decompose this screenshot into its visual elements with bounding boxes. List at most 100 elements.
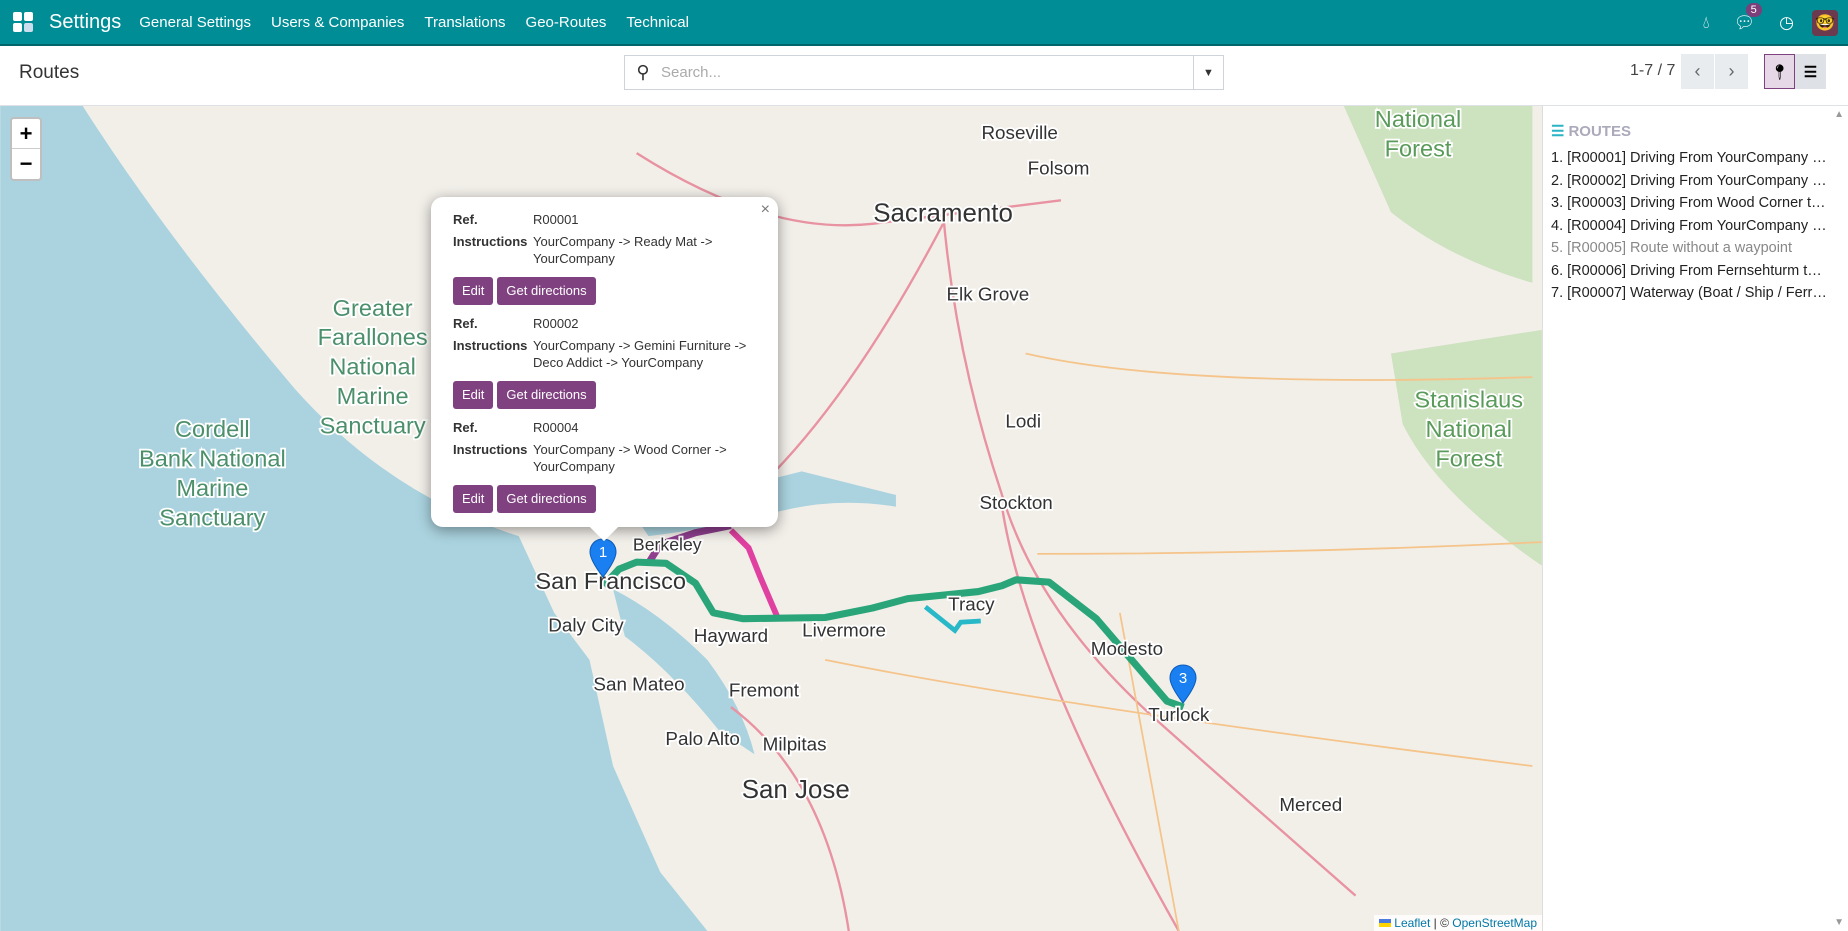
menu-users-companies[interactable]: Users & Companies — [271, 13, 405, 31]
map-label: San Jose — [742, 776, 850, 804]
map-label: Elk Grove — [946, 283, 1029, 304]
edit-button[interactable]: Edit — [453, 277, 494, 305]
pager-next-button[interactable]: › — [1715, 54, 1748, 89]
map-view-button[interactable]: 📍︎ — [1764, 54, 1795, 89]
list-view-button[interactable]: ☰ — [1795, 54, 1826, 89]
scroll-down-arrow[interactable]: ▼ — [1834, 917, 1844, 928]
get-directions-button[interactable]: Get directions — [497, 485, 596, 513]
map[interactable]: National Forest Roseville Folsom Sacramento E… — [0, 106, 1542, 931]
marker-label: 3 — [1179, 670, 1187, 687]
map-label: Palo Alto — [665, 728, 739, 749]
routes-sidebar: ▲ ☰ ROUTES 1. [R00001] Driving From YourC… — [1542, 106, 1848, 931]
map-labels: National Forest Roseville Folsom Sacramento E… — [137, 106, 1525, 817]
map-label: Forest — [1435, 446, 1502, 472]
chat-icon[interactable]: 💬︎ 5 — [1734, 3, 1762, 33]
route-line-pink — [728, 528, 781, 620]
zoom-out-button[interactable]: − — [19, 151, 33, 176]
map-label: Livermore — [802, 619, 886, 640]
route-list-item[interactable]: 1. [R00001] Driving From YourCompany … — [1551, 150, 1827, 166]
instructions-label: Instructions — [453, 338, 528, 353]
clock-icon[interactable]: ◷ — [1779, 13, 1794, 32]
map-label: Roseville — [981, 122, 1057, 143]
map-label: Sanctuary — [320, 413, 426, 439]
route-list-item[interactable]: 4. [R00004] Driving From YourCompany … — [1551, 217, 1827, 234]
avatar[interactable]: 🤓 — [1812, 10, 1838, 36]
map-label: Turlock — [1148, 704, 1210, 725]
map-label: Merced — [1279, 794, 1342, 815]
ukraine-flag-icon — [1379, 919, 1392, 927]
map-label: Stanislaus — [1414, 387, 1523, 413]
edit-button[interactable]: Edit — [453, 485, 494, 513]
route-list-item[interactable]: 7. [R00007] Waterway (Boat / Ship / Ferr… — [1551, 285, 1827, 301]
marker-label: 1 — [599, 544, 607, 561]
search-input[interactable] — [661, 64, 1193, 81]
map-marker-1[interactable]: 1 — [589, 538, 617, 578]
map-label: San Mateo — [593, 674, 684, 695]
leaflet-link[interactable]: Leaflet — [1394, 916, 1431, 930]
ref-value: R00002 — [533, 316, 579, 331]
get-directions-button[interactable]: Get directions — [497, 277, 596, 305]
menu-translations[interactable]: Translations — [424, 13, 506, 31]
map-label: Bank National — [139, 446, 286, 472]
pager-value[interactable]: 1-7 / 7 — [1630, 62, 1676, 79]
ref-value: R00001 — [533, 212, 579, 227]
drop-icon[interactable]: 💧︎ — [1702, 13, 1710, 32]
route-list-item[interactable]: 6. [R00006] Driving From Fernsehturm t… — [1551, 262, 1822, 279]
map-label: San Francisco — [535, 568, 686, 594]
zoom-in-button[interactable]: + — [12, 119, 40, 149]
ocean — [0, 106, 708, 931]
ref-label: Ref. — [453, 316, 478, 331]
top-navbar: Settings General Settings Users & Compan… — [0, 0, 1848, 46]
map-label: National — [329, 354, 415, 380]
popup-record: Ref. R00001 Instructions YourCompany -> Re… — [453, 211, 756, 305]
map-marker-3[interactable]: 3 — [1169, 664, 1197, 704]
instructions-value: YourCompany -> Ready Mat -> YourCompany — [533, 234, 713, 266]
app-title[interactable]: Settings — [49, 10, 122, 33]
map-label: Fremont — [729, 679, 800, 700]
edit-button[interactable]: Edit — [453, 381, 494, 409]
forest-area — [1343, 106, 1542, 566]
map-label: Forest — [1385, 136, 1452, 162]
map-label: Cordell — [175, 416, 250, 442]
map-label: Milpitas — [763, 734, 827, 755]
get-directions-button[interactable]: Get directions — [497, 381, 596, 409]
instructions-value: YourCompany -> Wood Corner -> YourCompan… — [533, 442, 727, 474]
map-label: Hayward — [694, 625, 768, 646]
route-list-item[interactable]: 2. [R00002] Driving From YourCompany … — [1551, 172, 1827, 189]
route-list-item[interactable]: 3. [R00003] Driving From Wood Corner t… — [1551, 195, 1826, 211]
menu-general-settings[interactable]: General Settings — [139, 13, 251, 31]
map-label: Sacramento — [873, 200, 1013, 228]
map-label: Folsom — [1028, 157, 1090, 178]
search-options-toggle[interactable]: ▼ — [1193, 56, 1223, 89]
map-label: Tracy — [948, 593, 995, 614]
pager-previous-button[interactable]: ‹ — [1681, 54, 1714, 89]
search-bar: ⚲ ▼ — [624, 55, 1224, 90]
ref-label: Ref. — [453, 212, 478, 227]
map-label: National — [1375, 106, 1461, 132]
osm-link[interactable]: OpenStreetMap — [1452, 916, 1537, 930]
menu-geo-routes[interactable]: Geo-Routes — [525, 13, 607, 31]
control-panel: Routes ⚲ ▼ 1-7 / 7 ‹ › 📍︎ ☰ — [0, 46, 1848, 106]
route-list-item[interactable]: 5. [R00005] Route without a waypoint — [1551, 240, 1793, 256]
zoom-control: + − — [10, 117, 42, 181]
instructions-value: YourCompany -> Gemini Furniture -> Deco … — [533, 338, 747, 370]
route-line-green[interactable] — [601, 558, 1185, 711]
ref-label: Ref. — [453, 420, 478, 435]
scroll-up-arrow[interactable]: ▲ — [1834, 109, 1844, 120]
menu-technical[interactable]: Technical — [626, 13, 689, 31]
close-icon[interactable]: × — [760, 201, 770, 218]
apps-menu-icon[interactable] — [13, 12, 33, 32]
popup-record: Ref. R00004 Instructions YourCompany -> Wo… — [453, 419, 756, 513]
map-label: Farallones — [318, 324, 428, 350]
map-label: Daly City — [548, 615, 624, 636]
route-line-cyan[interactable] — [923, 605, 981, 634]
map-label: National — [1425, 416, 1511, 442]
map-label: Stockton — [979, 492, 1052, 513]
roads — [825, 352, 1542, 931]
map-attribution: Leaflet | © OpenStreetMap — [1374, 915, 1542, 931]
map-label: Sanctuary — [159, 505, 265, 531]
ref-value: R00004 — [533, 420, 579, 435]
route-popup: × Ref. R00001 Instructions YourCompany -> … — [431, 197, 778, 527]
map-marker-icon: 📍︎ — [1769, 63, 1790, 81]
map-label: Greater — [333, 295, 413, 321]
